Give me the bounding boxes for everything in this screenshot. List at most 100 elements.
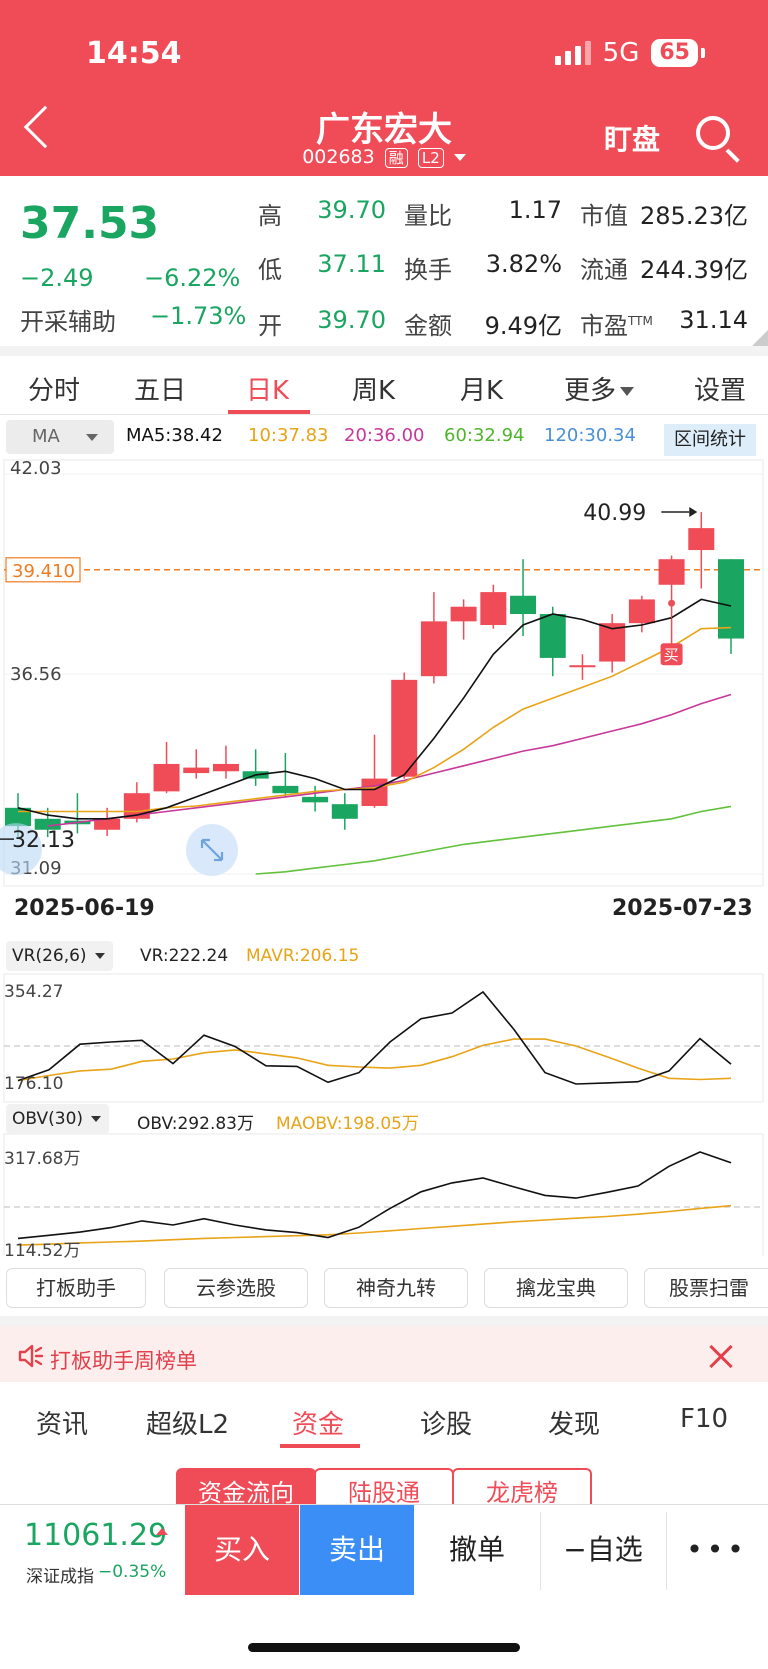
header: 14:54 5G 65 广东宏大 002683 融 L2 盯盘 [0,0,768,176]
chart-start-date: 2025-06-19 [14,896,155,921]
turnover-value: 3.82% [485,250,562,278]
assist-value: −1.73% [150,302,247,330]
stock-name: 广东宏大 [316,110,452,150]
cancel-order-button[interactable]: 撤单 [448,1533,505,1566]
tab-five-day[interactable]: 五日 [134,376,187,406]
tab-f10[interactable]: F10 [680,1404,729,1434]
close-icon[interactable] [708,1344,734,1370]
low-price-label: 32.13 [12,828,75,853]
active-tab-indicator [228,410,310,414]
index-change: −0.35% [98,1562,167,1582]
chart-frame [3,459,764,887]
ma10-line [18,626,732,813]
status-time: 14:54 [86,36,182,71]
index-value[interactable]: 11061.29 [24,1518,168,1553]
candle-body [718,559,744,639]
vr-line [17,990,732,1085]
tab-funds[interactable]: 资金 [292,1410,345,1440]
buy-button[interactable]: 买入 [185,1505,299,1595]
current-price-label: 39.410 [12,561,75,582]
expand-corner-icon[interactable] [752,330,768,346]
divider [0,414,768,415]
more-icon[interactable]: ••• [686,1533,748,1566]
low-value: 37.11 [317,250,386,278]
touch-highlight [0,823,42,876]
tool-board-assistant[interactable]: 打板助手 [6,1268,146,1308]
tab-weekly-k[interactable]: 周K [352,376,396,406]
candle-body [212,763,239,772]
low-label: 低 [258,256,282,284]
ma-selector[interactable]: MA [6,420,114,454]
subtab-fund-flow[interactable]: 资金流向 [176,1468,316,1504]
active-tab-indicator [280,1444,360,1448]
range-stats-button[interactable]: 区间统计 [664,424,756,456]
ma60-line [255,805,732,875]
watch-button[interactable]: 盯盘 [604,123,661,156]
y-tick-label: 36.56 [10,664,62,685]
status-indicators: 5G 65 [554,38,705,68]
pe-label: 市盈TTM [580,312,653,340]
up-arrow-icon [156,1528,168,1535]
subtab-dragon-list[interactable]: 龙虎榜 [452,1468,592,1504]
tool-stock-picker[interactable]: 云参选股 [164,1268,308,1308]
level-tag: L2 [417,148,444,168]
obv-top-tick: 317.68万 [4,1149,81,1169]
high-arrow-head [689,507,698,518]
vr-selector[interactable]: VR(26,6) [6,941,113,971]
chevron-down-icon[interactable] [453,154,466,161]
turnover-label: 换手 [404,256,452,284]
high-value: 39.70 [317,196,386,224]
tab-daily-k[interactable]: 日K [246,376,290,406]
candle-body [331,804,358,819]
banner-text: 打板助手周榜单 [50,1349,197,1373]
vol-ratio-label: 量比 [404,202,452,230]
sell-button[interactable]: 卖出 [300,1505,414,1595]
watchlist-button[interactable]: −自选 [563,1533,643,1566]
buy-marker-box [660,643,683,666]
vr-panel-frame [3,973,764,1103]
y-tick-label: 42.03 [10,458,62,479]
ma20-line [47,693,732,827]
vr-top-tick: 354.27 [4,982,64,1002]
tool-stock-scanner[interactable]: 股票扫雷 [644,1268,768,1308]
candle-body [539,614,566,658]
obv-selector[interactable]: OBV(30) [6,1104,110,1134]
obv-bottom-tick: 114.52万 [4,1241,81,1261]
vr-value: VR:222.24 [140,946,229,966]
tab-super-l2[interactable]: 超级L2 [146,1410,230,1440]
float-value: 244.39亿 [640,256,748,284]
candle-body [658,559,685,585]
buy-marker-label: 买 [664,646,679,664]
tab-settings[interactable]: 设置 [694,376,747,406]
high-price-label: 40.99 [583,501,646,526]
candle-body [569,665,596,668]
battery-icon: 65 [651,39,705,67]
tab-monthly-k[interactable]: 月K [460,376,504,406]
chart-end-date: 2025-07-23 [612,896,753,921]
candle-body [5,807,31,827]
candle-body [391,679,418,777]
ma120-label: 120:30.34 [544,425,636,446]
promo-banner[interactable] [0,1326,768,1382]
tab-news[interactable]: 资讯 [36,1410,89,1440]
tab-diagnose[interactable]: 诊股 [420,1410,473,1440]
current-price-box [5,557,81,583]
ma5-line [17,598,732,820]
tool-dragon-guide[interactable]: 擒龙宝典 [484,1268,628,1308]
price-change-pct: −6.22% [144,264,241,292]
amount-value: 9.49亿 [484,312,562,340]
obv-value: OBV:292.83万 [137,1114,254,1134]
candle-body [420,621,447,677]
assist-label[interactable]: 开采辅助 [20,308,116,336]
divider [0,346,768,356]
stock-code-row[interactable]: 002683 融 L2 [0,146,768,168]
divider [0,1316,768,1326]
tab-discover[interactable]: 发现 [548,1410,601,1440]
tool-nine-turn[interactable]: 神奇九转 [324,1268,468,1308]
subtab-stock-connect[interactable]: 陆股通 [314,1468,454,1504]
tab-intraday[interactable]: 分时 [28,376,81,406]
buy-marker-dot [668,599,676,607]
search-icon[interactable] [696,116,730,150]
tab-more[interactable]: 更多 [564,370,635,407]
